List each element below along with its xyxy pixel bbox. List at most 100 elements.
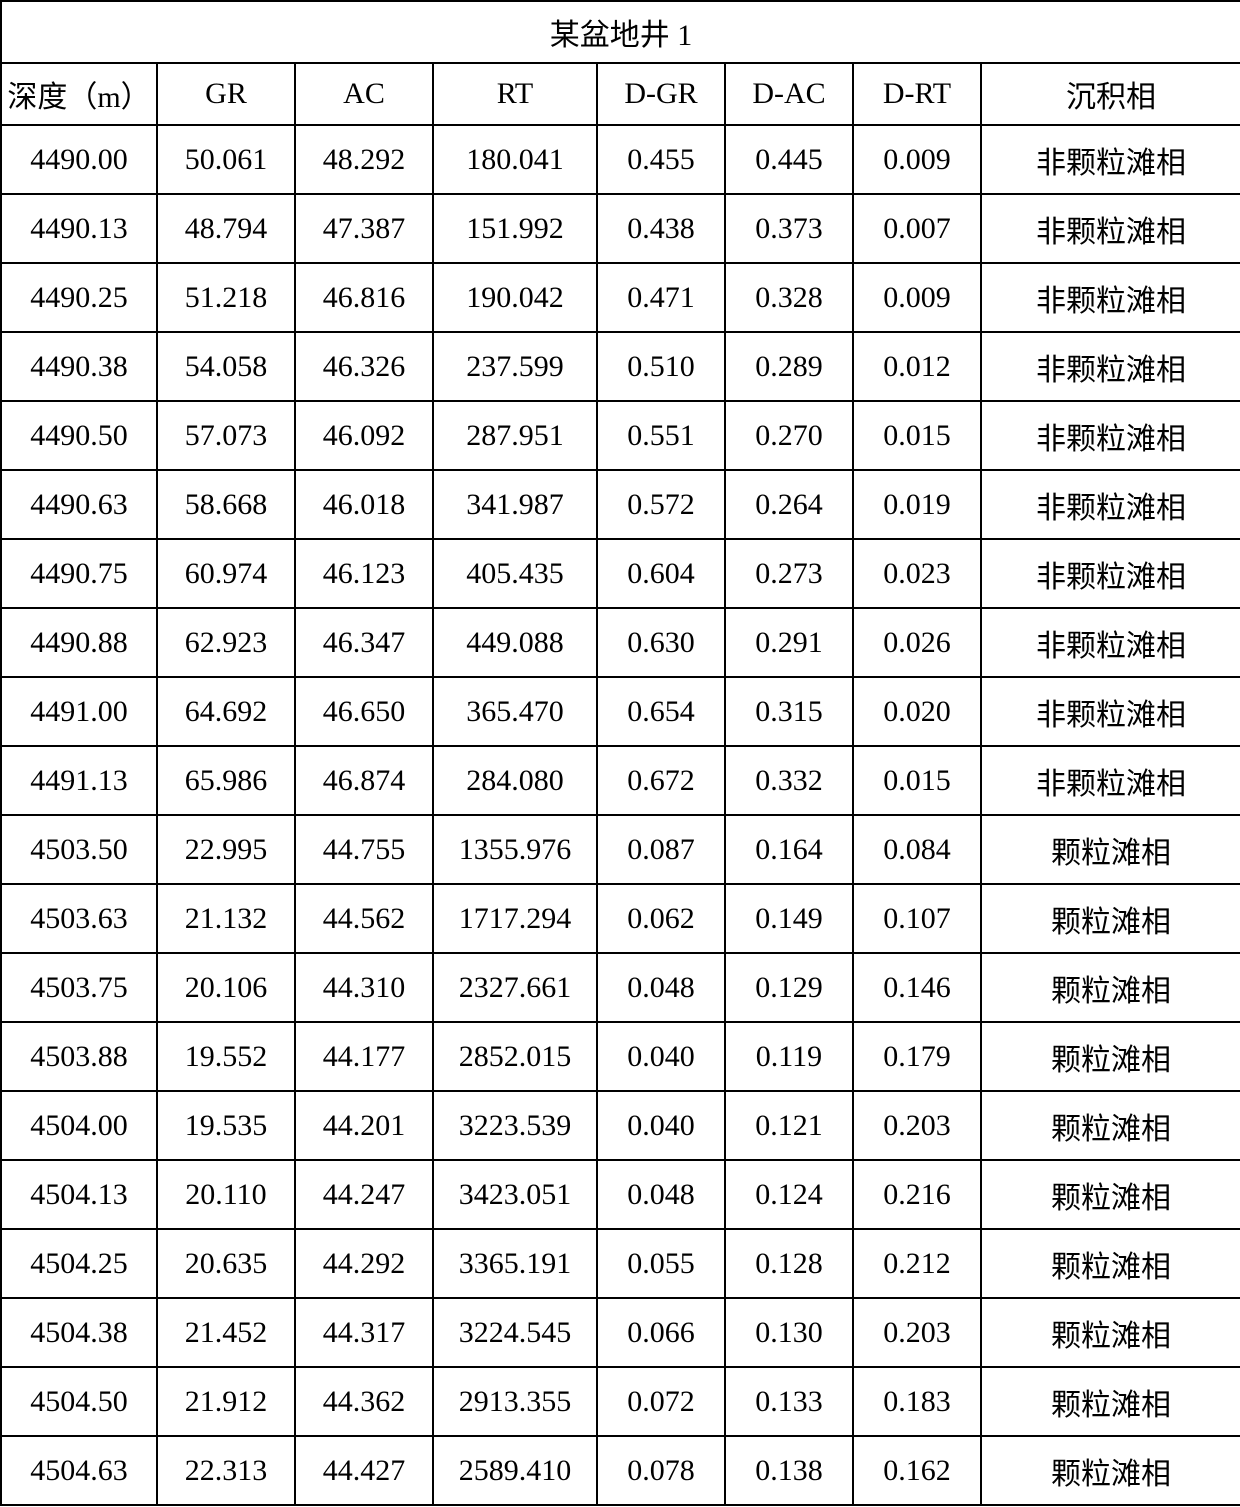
cell-drt: 0.007	[853, 194, 981, 263]
cell-gr: 20.110	[157, 1160, 295, 1229]
cell-dac: 0.119	[725, 1022, 853, 1091]
cell-facies: 非颗粒滩相	[981, 746, 1240, 815]
table-row: 4503.6321.13244.5621717.2940.0620.1490.1…	[1, 884, 1240, 953]
cell-rt: 180.041	[433, 125, 597, 194]
cell-gr: 21.452	[157, 1298, 295, 1367]
cell-rt: 449.088	[433, 608, 597, 677]
cell-drt: 0.015	[853, 401, 981, 470]
cell-drt: 0.146	[853, 953, 981, 1022]
cell-facies: 颗粒滩相	[981, 1298, 1240, 1367]
cell-depth: 4504.25	[1, 1229, 157, 1298]
col-header-dac: D-AC	[725, 63, 853, 125]
cell-dgr: 0.455	[597, 125, 725, 194]
cell-rt: 405.435	[433, 539, 597, 608]
header-row: 深度（m） GR AC RT D-GR D-AC D-RT 沉积相	[1, 63, 1240, 125]
cell-drt: 0.179	[853, 1022, 981, 1091]
cell-depth: 4490.38	[1, 332, 157, 401]
cell-gr: 48.794	[157, 194, 295, 263]
table-row: 4490.3854.05846.326237.5990.5100.2890.01…	[1, 332, 1240, 401]
cell-ac: 44.310	[295, 953, 433, 1022]
cell-gr: 21.132	[157, 884, 295, 953]
cell-facies: 颗粒滩相	[981, 953, 1240, 1022]
cell-ac: 44.292	[295, 1229, 433, 1298]
cell-dac: 0.124	[725, 1160, 853, 1229]
table-row: 4503.8819.55244.1772852.0150.0400.1190.1…	[1, 1022, 1240, 1091]
cell-facies: 颗粒滩相	[981, 815, 1240, 884]
cell-dac: 0.373	[725, 194, 853, 263]
cell-dac: 0.315	[725, 677, 853, 746]
cell-ac: 44.177	[295, 1022, 433, 1091]
cell-dgr: 0.040	[597, 1091, 725, 1160]
cell-gr: 21.912	[157, 1367, 295, 1436]
table-row: 4490.5057.07346.092287.9510.5510.2700.01…	[1, 401, 1240, 470]
cell-ac: 48.292	[295, 125, 433, 194]
cell-rt: 3223.539	[433, 1091, 597, 1160]
cell-dac: 0.133	[725, 1367, 853, 1436]
cell-gr: 54.058	[157, 332, 295, 401]
cell-facies: 颗粒滩相	[981, 1091, 1240, 1160]
cell-dac: 0.332	[725, 746, 853, 815]
cell-dgr: 0.551	[597, 401, 725, 470]
cell-drt: 0.015	[853, 746, 981, 815]
cell-dac: 0.121	[725, 1091, 853, 1160]
col-header-facies: 沉积相	[981, 63, 1240, 125]
cell-dgr: 0.630	[597, 608, 725, 677]
cell-drt: 0.203	[853, 1091, 981, 1160]
cell-dgr: 0.604	[597, 539, 725, 608]
cell-rt: 3365.191	[433, 1229, 597, 1298]
cell-dac: 0.138	[725, 1436, 853, 1505]
title-row: 某盆地井 1	[1, 1, 1240, 63]
cell-facies: 颗粒滩相	[981, 1022, 1240, 1091]
cell-gr: 22.313	[157, 1436, 295, 1505]
cell-dgr: 0.048	[597, 1160, 725, 1229]
cell-ac: 46.326	[295, 332, 433, 401]
col-header-dgr: D-GR	[597, 63, 725, 125]
cell-drt: 0.084	[853, 815, 981, 884]
cell-facies: 非颗粒滩相	[981, 539, 1240, 608]
cell-ac: 44.562	[295, 884, 433, 953]
table-row: 4504.3821.45244.3173224.5450.0660.1300.2…	[1, 1298, 1240, 1367]
cell-rt: 287.951	[433, 401, 597, 470]
table-row: 4503.7520.10644.3102327.6610.0480.1290.1…	[1, 953, 1240, 1022]
table-container: 某盆地井 1 深度（m） GR AC RT D-GR D-AC D-RT 沉积相…	[0, 0, 1240, 1506]
cell-drt: 0.009	[853, 125, 981, 194]
cell-depth: 4504.13	[1, 1160, 157, 1229]
table-row: 4503.5022.99544.7551355.9760.0870.1640.0…	[1, 815, 1240, 884]
cell-rt: 2327.661	[433, 953, 597, 1022]
cell-rt: 237.599	[433, 332, 597, 401]
cell-depth: 4490.88	[1, 608, 157, 677]
cell-dgr: 0.040	[597, 1022, 725, 1091]
cell-rt: 2589.410	[433, 1436, 597, 1505]
cell-depth: 4504.00	[1, 1091, 157, 1160]
cell-dac: 0.128	[725, 1229, 853, 1298]
cell-drt: 0.216	[853, 1160, 981, 1229]
cell-facies: 颗粒滩相	[981, 1436, 1240, 1505]
table-row: 4490.7560.97446.123405.4350.6040.2730.02…	[1, 539, 1240, 608]
cell-dgr: 0.072	[597, 1367, 725, 1436]
cell-drt: 0.020	[853, 677, 981, 746]
cell-gr: 22.995	[157, 815, 295, 884]
cell-depth: 4490.75	[1, 539, 157, 608]
cell-ac: 47.387	[295, 194, 433, 263]
cell-drt: 0.026	[853, 608, 981, 677]
cell-ac: 46.018	[295, 470, 433, 539]
cell-facies: 非颗粒滩相	[981, 677, 1240, 746]
cell-ac: 46.816	[295, 263, 433, 332]
cell-depth: 4491.00	[1, 677, 157, 746]
cell-ac: 44.362	[295, 1367, 433, 1436]
cell-rt: 1717.294	[433, 884, 597, 953]
cell-rt: 3224.545	[433, 1298, 597, 1367]
cell-depth: 4490.50	[1, 401, 157, 470]
cell-facies: 颗粒滩相	[981, 1160, 1240, 1229]
table-body: 4490.0050.06148.292180.0410.4550.4450.00…	[1, 125, 1240, 1505]
cell-rt: 190.042	[433, 263, 597, 332]
cell-depth: 4490.25	[1, 263, 157, 332]
col-header-depth: 深度（m）	[1, 63, 157, 125]
cell-dac: 0.273	[725, 539, 853, 608]
cell-dgr: 0.438	[597, 194, 725, 263]
cell-gr: 58.668	[157, 470, 295, 539]
table-row: 4490.8862.92346.347449.0880.6300.2910.02…	[1, 608, 1240, 677]
cell-ac: 44.201	[295, 1091, 433, 1160]
cell-dgr: 0.087	[597, 815, 725, 884]
cell-gr: 57.073	[157, 401, 295, 470]
